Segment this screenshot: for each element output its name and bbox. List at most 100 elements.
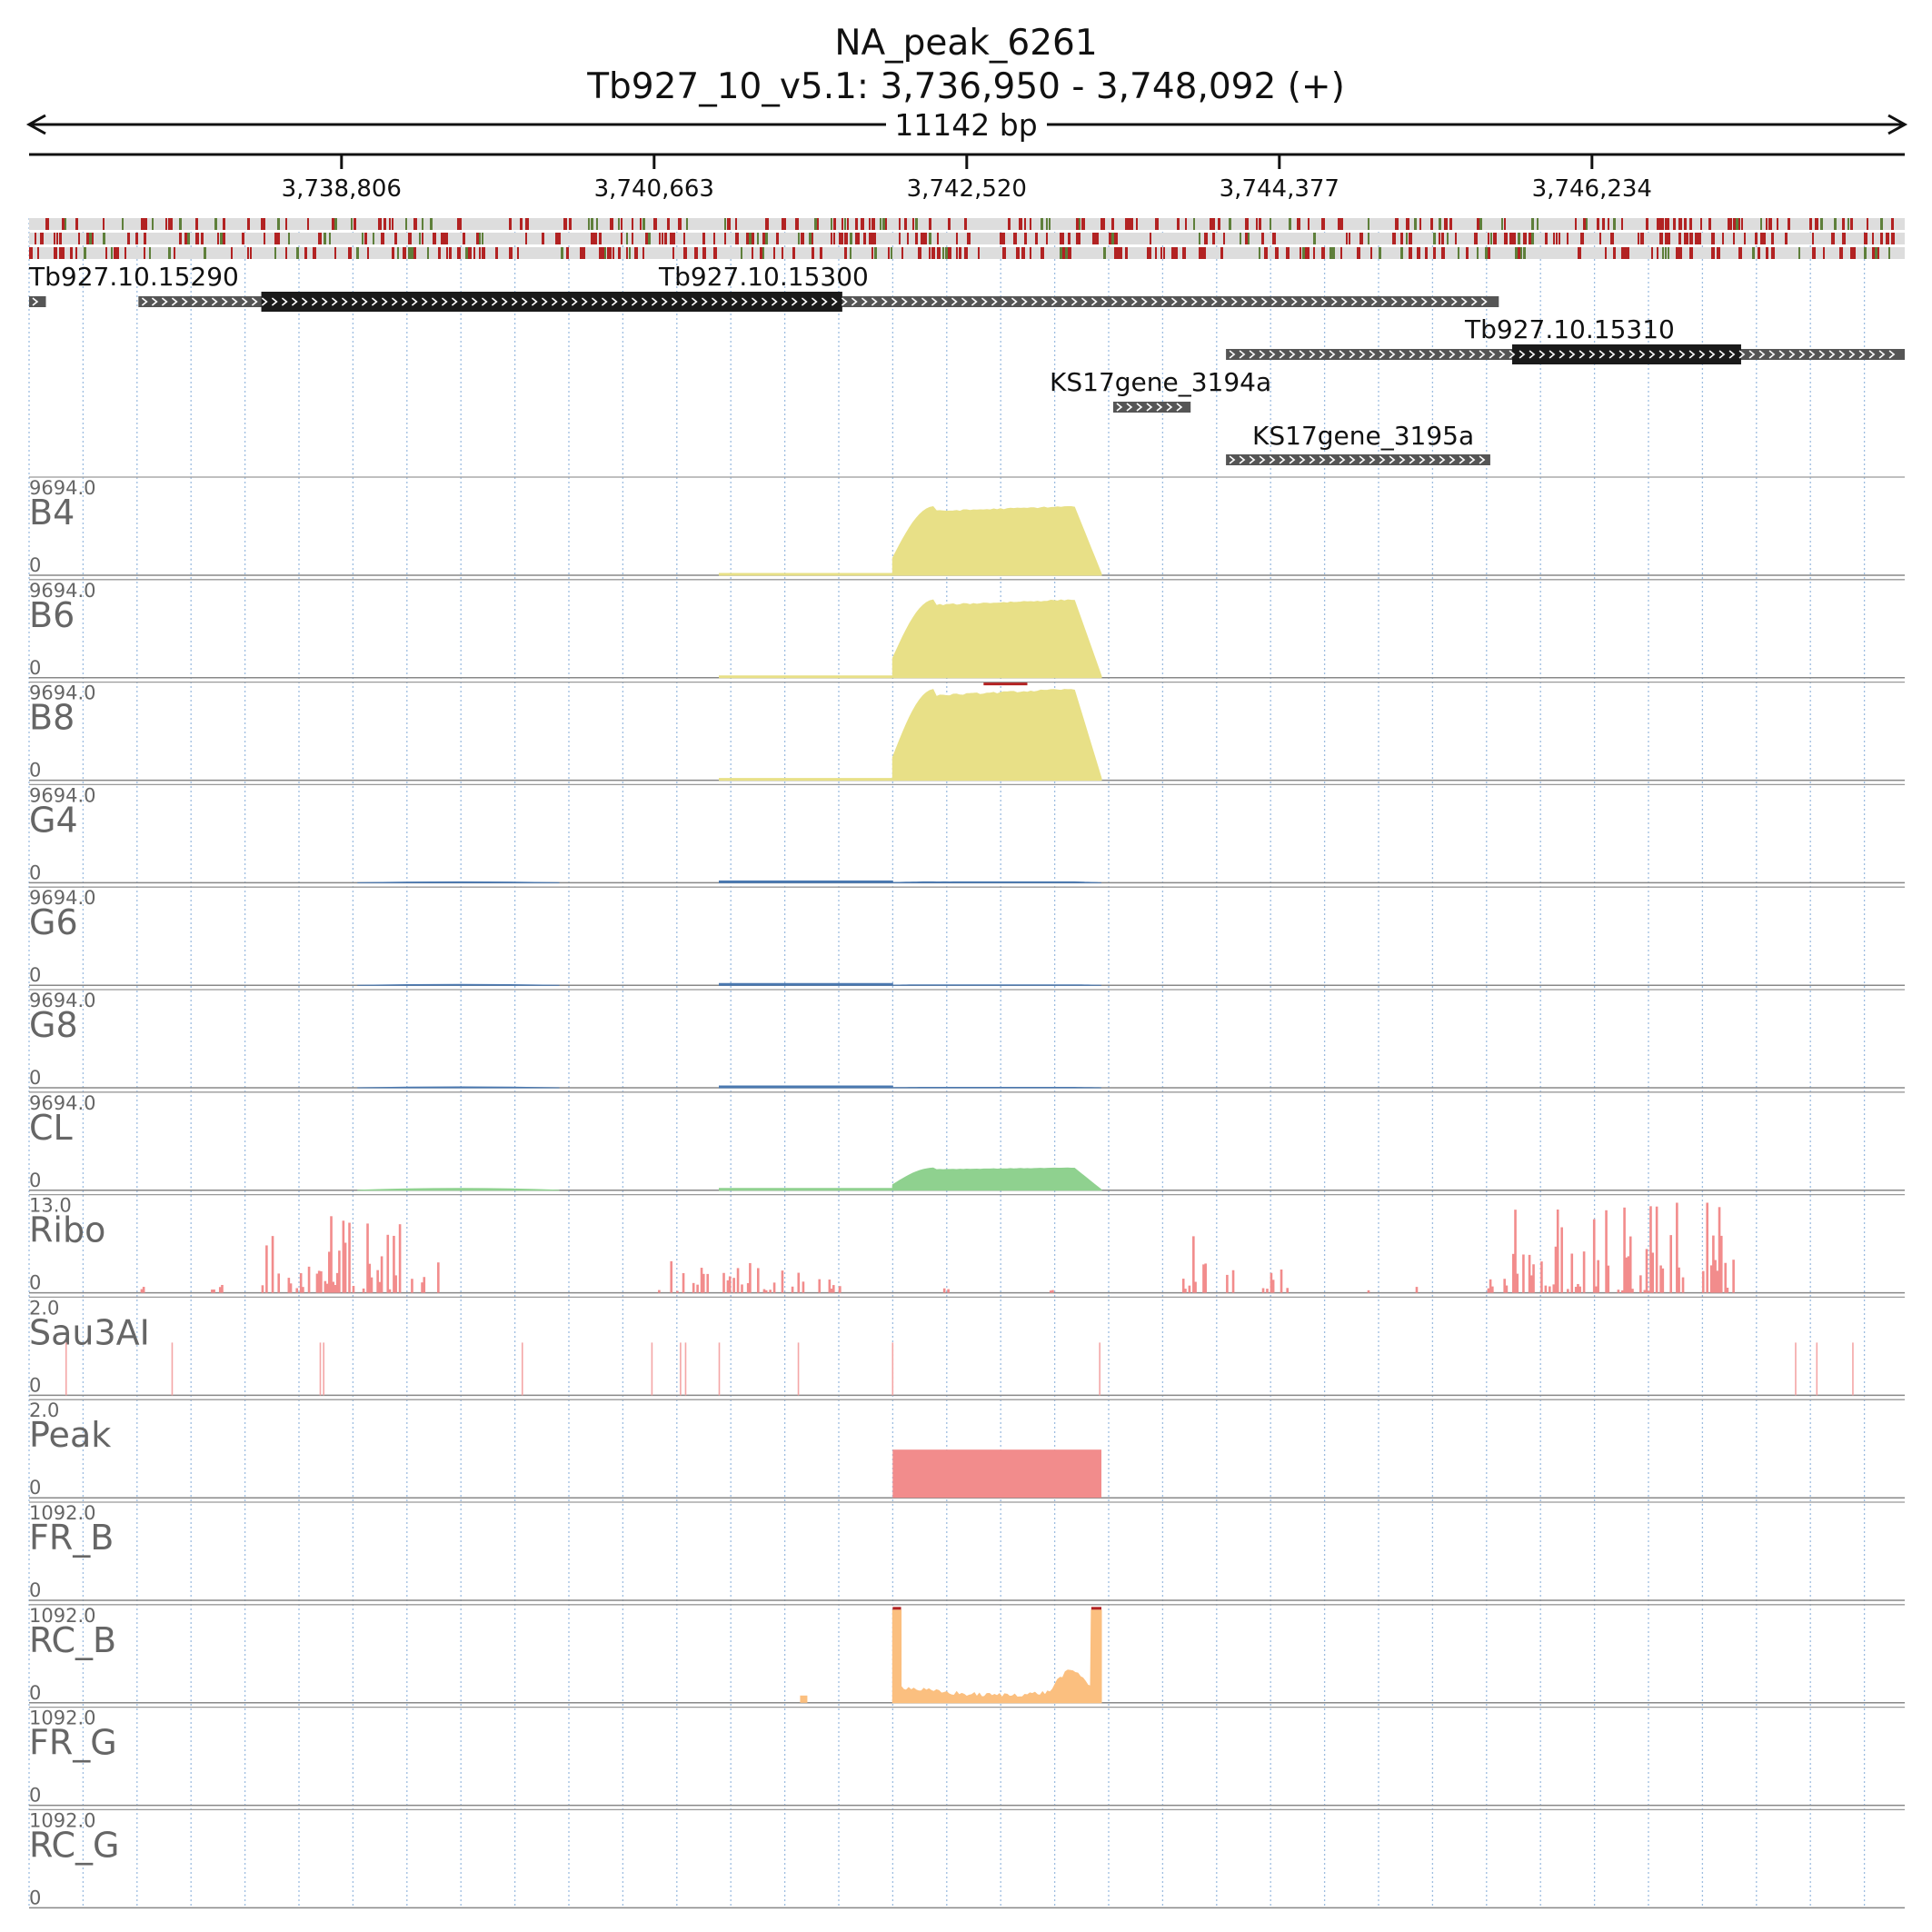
start-codon-mark (179, 218, 182, 230)
strand-arrow (1210, 297, 1218, 306)
ribo-bar (1661, 1268, 1665, 1293)
stop-codon-mark (1275, 247, 1279, 259)
ribo-bar (421, 1282, 423, 1293)
stop-codon-mark (869, 233, 872, 244)
strand-arrow (1329, 350, 1336, 359)
stop-codon-mark (1768, 218, 1772, 230)
ribo-bar (1266, 1289, 1269, 1293)
track-min-label: 0 (29, 1887, 41, 1908)
track-b6: 9694.0B6 0 (29, 579, 1905, 679)
strand-arrow (1668, 350, 1676, 359)
strand-arrow (1440, 297, 1448, 306)
ribo-bar (1503, 1279, 1506, 1293)
start-codon-mark (1834, 218, 1837, 230)
strand-arrow (201, 297, 208, 306)
stop-codon-mark (1853, 247, 1856, 259)
strand-arrow (1220, 297, 1228, 306)
strand-arrow (1678, 350, 1686, 359)
gene-label: Tb927.10.15290 (28, 262, 239, 292)
stop-codon-mark (1575, 218, 1577, 230)
strand-arrow (1369, 455, 1376, 464)
track-name: Peak (29, 1415, 111, 1455)
strand-arrow (1479, 350, 1486, 359)
ribo-bar (830, 1289, 833, 1293)
stop-codon-mark (1409, 233, 1412, 244)
start-codon-mark (111, 247, 113, 259)
strand-arrow (1180, 297, 1188, 306)
stop-codon-mark (392, 218, 393, 230)
strand-arrow (291, 297, 298, 306)
stop-codon-mark (332, 218, 334, 230)
stop-codon-mark (1665, 218, 1668, 230)
ribo-bar (338, 1250, 341, 1293)
stop-codon-mark (86, 233, 90, 244)
strand-arrow (1409, 350, 1416, 359)
stop-codon-mark (694, 247, 698, 259)
stop-codon-mark (1678, 247, 1682, 259)
coverage-area (719, 689, 1102, 782)
stop-codon-mark (264, 218, 265, 230)
stop-codon-mark (1035, 233, 1038, 244)
strand-arrow (1260, 297, 1268, 306)
stop-codon-mark (713, 233, 715, 244)
start-codon-mark (749, 233, 752, 244)
stop-codon-mark (1120, 247, 1122, 259)
stop-codon-mark (1646, 218, 1648, 230)
ribo-bar (1512, 1253, 1515, 1293)
stop-codon-mark (1608, 218, 1609, 230)
strand-arrow (1419, 455, 1426, 464)
tick-label: 3,744,377 (1220, 175, 1339, 203)
strand-arrow (1299, 455, 1306, 464)
start-codon-mark (288, 233, 290, 244)
stop-codon-mark (441, 233, 443, 244)
ribo-bar (781, 1270, 784, 1293)
start-codon-mark (1613, 218, 1616, 230)
strand-arrow (651, 297, 658, 306)
stop-codon-mark (103, 218, 105, 230)
stop-codon-mark (901, 247, 903, 259)
stop-codon-mark (1613, 247, 1616, 259)
strand-arrow (751, 297, 758, 306)
strand-arrow (1190, 297, 1198, 306)
start-codon-mark (1531, 233, 1534, 244)
stop-codon-mark (621, 233, 622, 244)
stop-codon-mark (1212, 218, 1215, 230)
start-codon-mark (798, 233, 800, 244)
stop-codon-mark (1160, 247, 1162, 259)
ribo-bar (1605, 1210, 1608, 1293)
ribo-bar (1231, 1270, 1235, 1293)
stop-codon-mark (54, 233, 55, 244)
stop-codon-mark (1678, 233, 1681, 244)
stop-codon-mark (1711, 233, 1715, 244)
strand-arrow (171, 297, 178, 306)
track-name: B8 (29, 698, 75, 738)
track-name: B4 (29, 493, 75, 533)
strand-arrow (1688, 350, 1696, 359)
stop-codon-mark (62, 247, 65, 259)
stop-codon-mark (174, 247, 175, 259)
ribo-bar (1184, 1289, 1187, 1293)
start-codon-mark (757, 233, 759, 244)
stop-codon-mark (1708, 218, 1711, 230)
stop-codon-mark (899, 218, 901, 230)
stop-codon-mark (364, 233, 367, 244)
ribo-bar (1651, 1252, 1654, 1293)
stop-codon-mark (231, 247, 233, 259)
start-codon-mark (1329, 247, 1332, 259)
ribo-bar (1621, 1290, 1624, 1293)
stop-codon-mark (795, 218, 799, 230)
span-arrow: 11142 bp (25, 107, 1908, 143)
stop-codon-mark (724, 233, 726, 244)
stop-codon-mark (839, 233, 842, 244)
stop-codon-mark (1741, 218, 1743, 230)
strand-arrow (1021, 297, 1028, 306)
strand-arrow (811, 297, 818, 306)
start-codon-mark (168, 247, 171, 259)
ribo-bar (1194, 1281, 1197, 1293)
strand-arrow (281, 297, 288, 306)
stop-codon-mark (869, 218, 871, 230)
coverage-area (719, 1085, 1102, 1089)
stop-codon-mark (1627, 247, 1629, 259)
stop-codon-mark (904, 218, 907, 230)
